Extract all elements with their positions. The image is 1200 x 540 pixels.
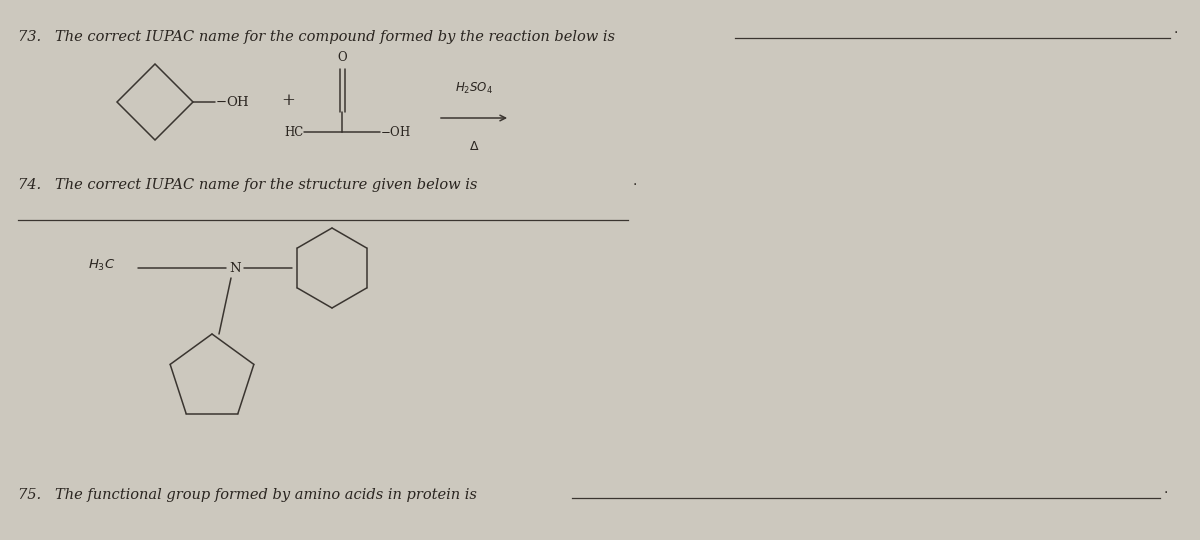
Text: O: O [337, 51, 347, 64]
Text: $\Delta$: $\Delta$ [469, 140, 479, 153]
Text: N: N [229, 261, 241, 274]
Text: 74.   The correct IUPAC name for the structure given below is: 74. The correct IUPAC name for the struc… [18, 178, 478, 192]
Text: 73.   The correct IUPAC name for the compound formed by the reaction below is: 73. The correct IUPAC name for the compo… [18, 30, 616, 44]
Text: $-$OH: $-$OH [380, 125, 412, 139]
Text: 75.   The functional group formed by amino acids in protein is: 75. The functional group formed by amino… [18, 488, 476, 502]
Text: .: . [632, 174, 636, 188]
Text: HC: HC [284, 125, 304, 138]
Text: $H_2SO_4$: $H_2SO_4$ [455, 81, 493, 96]
Text: $-$OH: $-$OH [215, 95, 250, 109]
Text: +: + [281, 91, 295, 109]
Text: $H_3C$: $H_3C$ [88, 258, 115, 273]
Text: .: . [1164, 482, 1169, 496]
Text: .: . [1174, 22, 1178, 36]
